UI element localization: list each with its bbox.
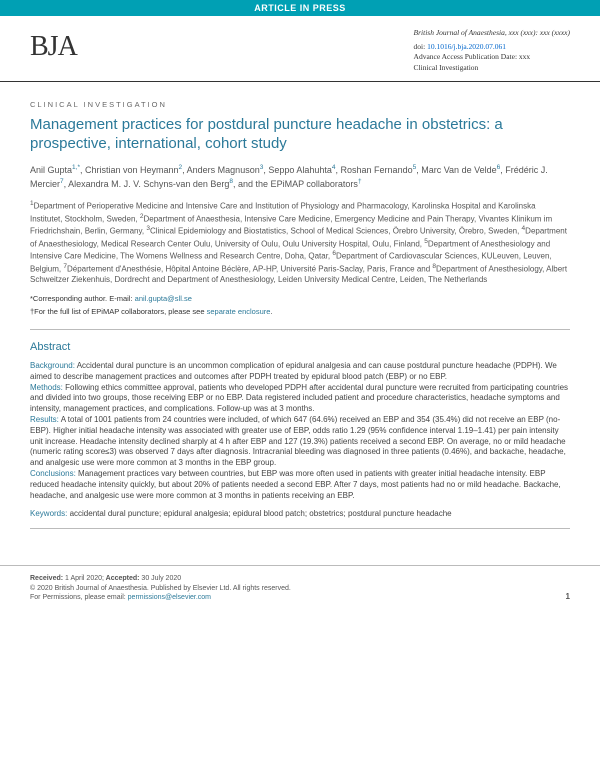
- permissions-label: For Permissions, please email:: [30, 594, 128, 601]
- collaborators-note: †For the full list of EPiMAP collaborato…: [30, 307, 570, 317]
- page-number: 1: [566, 592, 570, 603]
- keywords-line: Keywords: accidental dural puncture; epi…: [30, 509, 570, 520]
- doi-label: doi:: [414, 42, 426, 51]
- abstract-heading: Abstract: [30, 340, 570, 355]
- methods-label: Methods:: [30, 383, 63, 392]
- accepted-date: 30 July 2020: [139, 575, 181, 582]
- abstract-body: Background: Accidental dural puncture is…: [30, 361, 570, 501]
- conclusions-text: Management practices vary between countr…: [30, 469, 561, 500]
- background-label: Background:: [30, 361, 75, 370]
- results-text: A total of 1001 patients from 24 countri…: [30, 415, 566, 467]
- methods-text: Following ethics committee approval, pat…: [30, 383, 568, 414]
- corresponding-email[interactable]: anil.gupta@sll.se: [135, 294, 192, 303]
- advance-date: Advance Access Publication Date: xxx: [414, 52, 570, 62]
- article-in-press-banner: ARTICLE IN PRESS: [0, 0, 600, 16]
- keywords-label: Keywords:: [30, 509, 67, 518]
- received-label: Received:: [30, 575, 63, 582]
- article-title: Management practices for postdural punct…: [30, 116, 570, 154]
- article-type: Clinical Investigation: [414, 63, 570, 73]
- permissions-email[interactable]: permissions@elsevier.com: [128, 594, 211, 601]
- doi-line: doi: 10.1016/j.bja.2020.07.061: [414, 42, 570, 52]
- journal-logo: BJA: [30, 28, 77, 66]
- header-row: BJA British Journal of Anaesthesia, xxx …: [0, 16, 600, 82]
- journal-citation: British Journal of Anaesthesia, xxx (xxx…: [414, 28, 570, 38]
- footer-left: Received: 1 April 2020; Accepted: 30 Jul…: [30, 574, 291, 602]
- results-label: Results:: [30, 415, 59, 424]
- collab-link[interactable]: separate enclosure: [207, 307, 271, 316]
- conclusions-label: Conclusions:: [30, 469, 76, 478]
- author-list: Anil Gupta1,*, Christian von Heymann2, A…: [30, 163, 570, 190]
- affiliation-list: 1Department of Perioperative Medicine an…: [30, 200, 570, 286]
- accepted-label: Accepted:: [104, 575, 140, 582]
- footer: Received: 1 April 2020; Accepted: 30 Jul…: [0, 565, 600, 614]
- section-tag: CLINICAL INVESTIGATION: [30, 100, 570, 110]
- background-text: Accidental dural puncture is an uncommon…: [30, 361, 557, 381]
- permissions-line: For Permissions, please email: permissio…: [30, 593, 291, 602]
- collab-suffix: .: [270, 307, 272, 316]
- collab-prefix: †For the full list of EPiMAP collaborato…: [30, 307, 207, 316]
- separator: [30, 329, 570, 330]
- header-meta: British Journal of Anaesthesia, xxx (xxx…: [414, 28, 570, 73]
- main-content: CLINICAL INVESTIGATION Management practi…: [0, 82, 600, 552]
- dates-line: Received: 1 April 2020; Accepted: 30 Jul…: [30, 574, 291, 583]
- corresponding-label: *Corresponding author. E-mail:: [30, 294, 133, 303]
- keywords-text: accidental dural puncture; epidural anal…: [67, 509, 451, 518]
- corresponding-author: *Corresponding author. E-mail: anil.gupt…: [30, 294, 570, 304]
- copyright-line: © 2020 British Journal of Anaesthesia. P…: [30, 584, 291, 593]
- separator-bottom: [30, 528, 570, 529]
- received-date: 1 April 2020;: [63, 575, 104, 582]
- doi-link[interactable]: 10.1016/j.bja.2020.07.061: [427, 42, 506, 51]
